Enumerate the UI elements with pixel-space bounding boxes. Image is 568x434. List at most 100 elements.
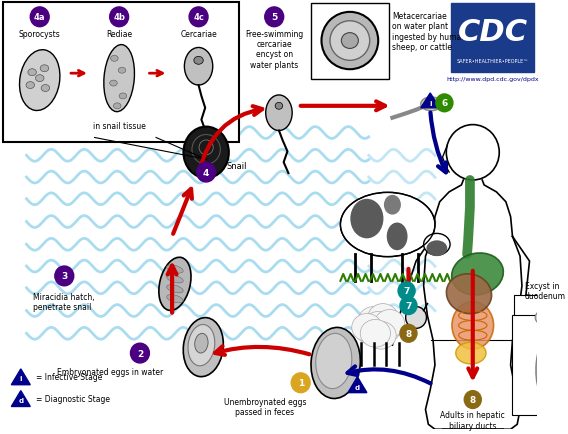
Ellipse shape <box>452 253 503 295</box>
Text: = Diagnostic Stage: = Diagnostic Stage <box>36 394 110 403</box>
Ellipse shape <box>543 378 559 382</box>
Ellipse shape <box>275 103 283 110</box>
Ellipse shape <box>28 69 36 76</box>
Ellipse shape <box>371 315 401 342</box>
FancyBboxPatch shape <box>512 315 568 415</box>
Ellipse shape <box>384 195 401 215</box>
Circle shape <box>197 163 216 183</box>
Ellipse shape <box>19 51 60 111</box>
Text: Unembroynated eggs
passed in feces: Unembroynated eggs passed in feces <box>223 397 306 416</box>
Ellipse shape <box>183 127 229 179</box>
Ellipse shape <box>456 342 486 364</box>
Polygon shape <box>348 377 367 393</box>
FancyBboxPatch shape <box>451 4 534 73</box>
Ellipse shape <box>330 22 370 61</box>
Circle shape <box>291 373 310 393</box>
Text: 4: 4 <box>203 168 210 177</box>
Ellipse shape <box>166 275 183 283</box>
Text: 2: 2 <box>137 349 143 358</box>
Ellipse shape <box>118 68 126 74</box>
Text: SAFER•HEALTHIER•PEOPLE™: SAFER•HEALTHIER•PEOPLE™ <box>457 59 529 64</box>
Ellipse shape <box>446 274 491 314</box>
Ellipse shape <box>111 56 118 62</box>
Text: 4b: 4b <box>113 13 125 22</box>
FancyBboxPatch shape <box>3 3 239 143</box>
Circle shape <box>55 266 74 286</box>
Text: Rediae: Rediae <box>106 30 132 39</box>
Ellipse shape <box>185 48 213 86</box>
Ellipse shape <box>119 94 127 100</box>
Text: 1: 1 <box>298 378 304 388</box>
Text: 6: 6 <box>441 99 448 108</box>
Ellipse shape <box>374 310 404 338</box>
Ellipse shape <box>104 46 135 112</box>
Text: i: i <box>19 375 22 381</box>
Ellipse shape <box>360 320 391 347</box>
Ellipse shape <box>41 85 49 92</box>
Text: Miracidia hatch,
penetrate snail: Miracidia hatch, penetrate snail <box>33 292 95 312</box>
Ellipse shape <box>188 325 215 366</box>
Circle shape <box>30 8 49 28</box>
Text: http://www.dpd.cdc.gov/dpdx: http://www.dpd.cdc.gov/dpdx <box>446 77 539 82</box>
Ellipse shape <box>321 13 378 70</box>
Text: Sporocysts: Sporocysts <box>19 30 61 39</box>
Text: CDC: CDC <box>458 18 528 47</box>
Ellipse shape <box>387 223 407 251</box>
Polygon shape <box>421 94 440 108</box>
Text: = Infective Stage: = Infective Stage <box>36 372 102 381</box>
Ellipse shape <box>421 98 441 112</box>
Ellipse shape <box>340 193 435 257</box>
Ellipse shape <box>543 346 559 351</box>
Ellipse shape <box>550 316 556 320</box>
Ellipse shape <box>352 314 382 342</box>
Text: Free-swimming
cercariae
encyst on
water plants: Free-swimming cercariae encyst on water … <box>245 30 303 70</box>
Ellipse shape <box>195 334 208 353</box>
Text: Excyst in
duodenum: Excyst in duodenum <box>525 281 566 301</box>
Polygon shape <box>11 391 30 407</box>
Ellipse shape <box>316 334 352 389</box>
Text: Metacercariae
on water plant
ingested by human,
sheep, or cattle: Metacercariae on water plant ingested by… <box>392 12 469 52</box>
Text: 4a: 4a <box>34 13 45 22</box>
Circle shape <box>265 8 283 28</box>
Ellipse shape <box>166 285 183 293</box>
Ellipse shape <box>114 104 121 109</box>
Ellipse shape <box>35 76 44 82</box>
Circle shape <box>400 325 417 342</box>
Text: 3: 3 <box>61 272 68 281</box>
Ellipse shape <box>542 362 561 367</box>
Ellipse shape <box>542 369 560 375</box>
Text: d: d <box>355 384 360 390</box>
Polygon shape <box>11 369 30 385</box>
Ellipse shape <box>424 234 450 256</box>
Ellipse shape <box>427 241 447 256</box>
Ellipse shape <box>366 322 396 349</box>
Ellipse shape <box>166 265 183 273</box>
Ellipse shape <box>159 258 191 311</box>
Ellipse shape <box>341 33 358 49</box>
Text: Cercariae: Cercariae <box>180 30 217 39</box>
Circle shape <box>131 343 149 363</box>
Ellipse shape <box>541 316 546 320</box>
Ellipse shape <box>358 307 389 335</box>
FancyBboxPatch shape <box>515 295 568 342</box>
Circle shape <box>110 8 128 28</box>
Circle shape <box>189 8 208 28</box>
Ellipse shape <box>350 199 383 239</box>
Ellipse shape <box>266 96 292 131</box>
Ellipse shape <box>406 307 427 329</box>
Text: d: d <box>18 397 23 403</box>
Text: i: i <box>429 101 432 107</box>
Circle shape <box>446 125 499 181</box>
Ellipse shape <box>544 338 558 343</box>
Ellipse shape <box>311 328 360 398</box>
Ellipse shape <box>536 330 567 401</box>
Ellipse shape <box>546 316 552 320</box>
Text: Snail: Snail <box>227 161 248 170</box>
Text: 8: 8 <box>470 395 476 404</box>
Text: 4c: 4c <box>193 13 204 22</box>
Ellipse shape <box>194 57 203 65</box>
Text: 7: 7 <box>406 301 412 310</box>
Ellipse shape <box>535 309 562 327</box>
Ellipse shape <box>40 66 49 72</box>
Ellipse shape <box>166 295 183 303</box>
